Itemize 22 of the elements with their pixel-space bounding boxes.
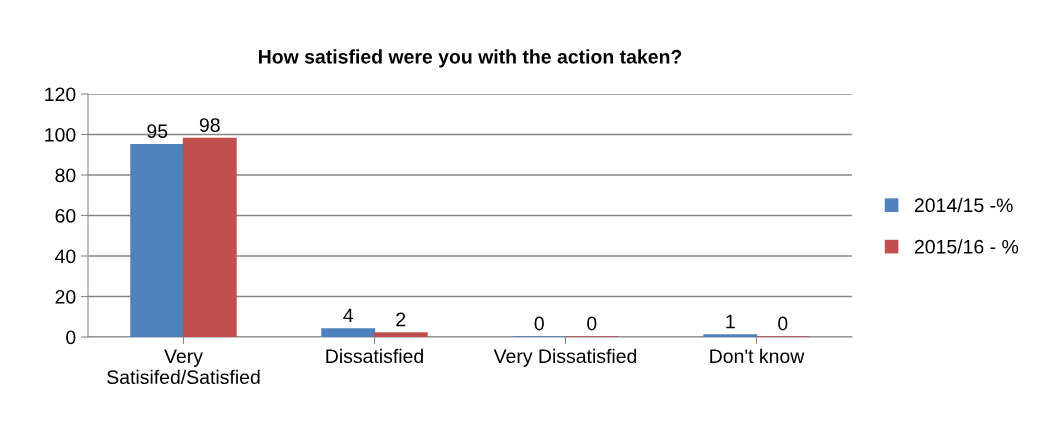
y-tick-label: 100 — [45, 127, 76, 142]
x-tick-label: Very Satisifed/Satisfied — [107, 349, 260, 385]
y-tick-label: 0 — [66, 330, 76, 345]
x-tick-label: Don't know — [710, 348, 805, 364]
y-tick-label: 60 — [55, 208, 76, 223]
data-label: 0 — [587, 316, 597, 331]
y-tick-label: 20 — [55, 289, 76, 304]
data-label: 4 — [343, 308, 354, 323]
legend-label: 2014/15 -% — [914, 197, 1013, 213]
data-label: 2 — [396, 312, 406, 327]
data-label: 0 — [778, 316, 788, 331]
data-label: 0 — [534, 316, 544, 331]
y-tick-label: 40 — [55, 249, 76, 264]
chart-title: How satisfied were you with the action taken? — [259, 49, 682, 68]
y-tick-label: 120 — [45, 87, 76, 102]
y-tick-label: 80 — [55, 168, 76, 183]
data-label: 98 — [199, 118, 220, 132]
x-tick-label: Very Dissatisfied — [493, 348, 637, 367]
x-tick-label: Dissatisfied — [326, 348, 423, 364]
legend-label: 2015/16 - % — [914, 239, 1019, 254]
data-label: 95 — [147, 124, 168, 138]
data-label: 1 — [726, 314, 735, 329]
